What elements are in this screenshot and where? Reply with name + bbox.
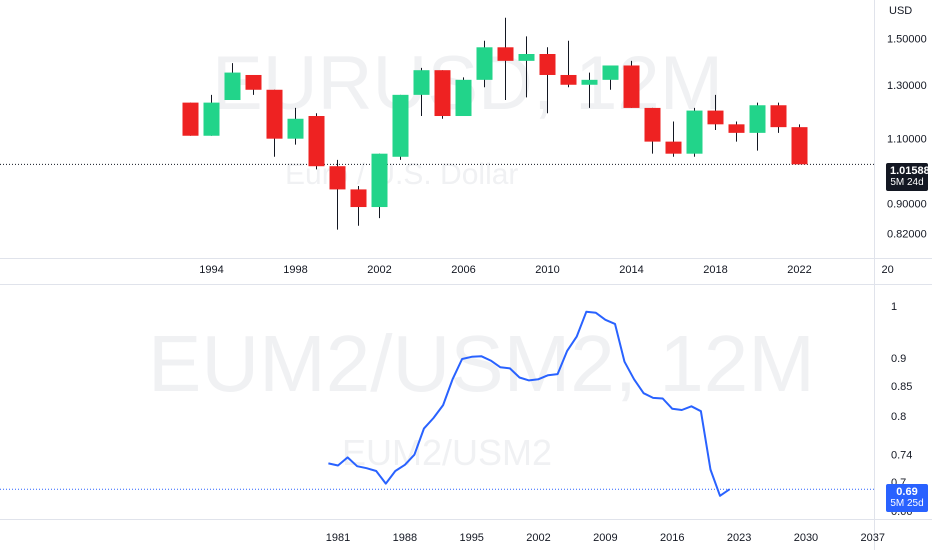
candle-body xyxy=(266,89,283,139)
candle-body xyxy=(392,94,409,157)
last-ratio-countdown: 5M 25d xyxy=(890,498,924,509)
x-tick-label: 1998 xyxy=(283,264,307,276)
y-tick-label: 0.8 xyxy=(891,411,906,423)
candle-body xyxy=(644,107,661,142)
candle-body xyxy=(581,79,598,85)
candle-body xyxy=(287,118,304,139)
candle-body xyxy=(665,141,682,154)
x-tick-label: 2014 xyxy=(619,264,643,276)
candle-body xyxy=(602,65,619,80)
candle-body xyxy=(371,153,388,208)
x-tick-label: 1995 xyxy=(459,532,483,544)
candle-body xyxy=(476,47,493,80)
y-tick-label: 1.50000 xyxy=(887,34,927,46)
x-tick-label: 1981 xyxy=(326,532,350,544)
candle-body xyxy=(245,74,262,90)
y-tick-label: 1.10000 xyxy=(887,134,927,146)
x-tick-label: 1994 xyxy=(199,264,223,276)
y-tick-label: 0.82000 xyxy=(887,228,927,240)
y-tick-label: 0.9 xyxy=(891,353,906,365)
x-tick-label: 2002 xyxy=(526,532,550,544)
x-tick-label: 2030 xyxy=(794,532,818,544)
candle-body xyxy=(434,70,451,117)
candle-body xyxy=(749,105,766,133)
y-tick-label: 0.90000 xyxy=(887,198,927,210)
candle-body xyxy=(350,189,367,208)
x-tick-label: 2010 xyxy=(535,264,559,276)
candle-body xyxy=(728,124,745,133)
x-tick-label: 2022 xyxy=(787,264,811,276)
candle-body xyxy=(224,72,241,101)
candle-body xyxy=(182,102,199,136)
x-tick-label: 2016 xyxy=(660,532,684,544)
x-tick-label: 2037 xyxy=(861,532,885,544)
currency-label: USD xyxy=(889,5,913,17)
last-price-tag: 1.01588 5M 24d xyxy=(886,163,930,191)
x-tick-label: 2002 xyxy=(367,264,391,276)
candle-body xyxy=(455,79,472,117)
last-price-value: 1.01588 xyxy=(890,165,930,177)
candle-body xyxy=(329,166,346,190)
candle-body xyxy=(518,53,535,61)
candle-body xyxy=(791,127,808,165)
x-tick-label: 20 xyxy=(882,264,894,276)
candle-body xyxy=(203,102,220,136)
candle-body xyxy=(623,65,640,108)
y-tick-label: 1 xyxy=(891,301,897,313)
candle-body xyxy=(497,47,514,61)
candle-body xyxy=(686,110,703,154)
y-tick-label: 0.74 xyxy=(891,450,912,462)
x-tick-label: 2018 xyxy=(703,264,727,276)
candle-body xyxy=(308,116,325,167)
last-ratio-tag: 0.69 5M 25d xyxy=(886,484,928,512)
candle-body xyxy=(707,110,724,125)
candle-body xyxy=(770,105,787,128)
last-ratio-value: 0.69 xyxy=(896,486,918,498)
candle-body xyxy=(560,74,577,85)
x-tick-label: 2006 xyxy=(451,264,475,276)
candle-body xyxy=(413,70,430,95)
y-tick-label: 1.30000 xyxy=(887,80,927,92)
x-tick-label: 2023 xyxy=(727,532,751,544)
ratio-line xyxy=(328,310,731,497)
candle-body xyxy=(539,53,556,75)
x-tick-label: 2009 xyxy=(593,532,617,544)
y-tick-label: 0.85 xyxy=(891,381,912,393)
x-tick-label: 1988 xyxy=(393,532,417,544)
last-price-countdown: 5M 24d xyxy=(890,177,924,188)
